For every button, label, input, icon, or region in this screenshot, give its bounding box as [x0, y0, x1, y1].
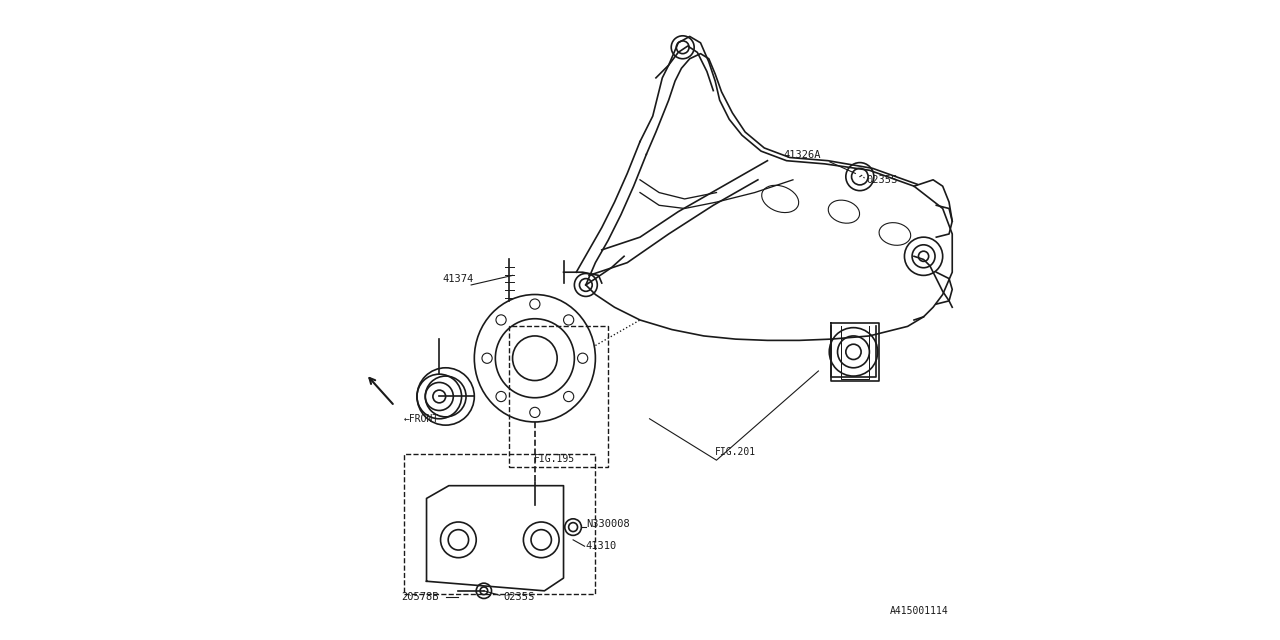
Text: 41326A: 41326A	[783, 150, 820, 159]
Text: N330008: N330008	[586, 519, 630, 529]
Text: 0235S: 0235S	[867, 175, 897, 185]
Text: 0235S: 0235S	[503, 593, 534, 602]
Text: 41310: 41310	[586, 541, 617, 552]
Text: A415001114: A415001114	[891, 606, 948, 616]
Text: FIG.201: FIG.201	[716, 447, 756, 458]
Text: 41374: 41374	[443, 274, 474, 284]
Text: 20578B: 20578B	[401, 593, 439, 602]
Text: ←FRONT: ←FRONT	[404, 414, 439, 424]
Text: FIG.195: FIG.195	[534, 454, 575, 464]
